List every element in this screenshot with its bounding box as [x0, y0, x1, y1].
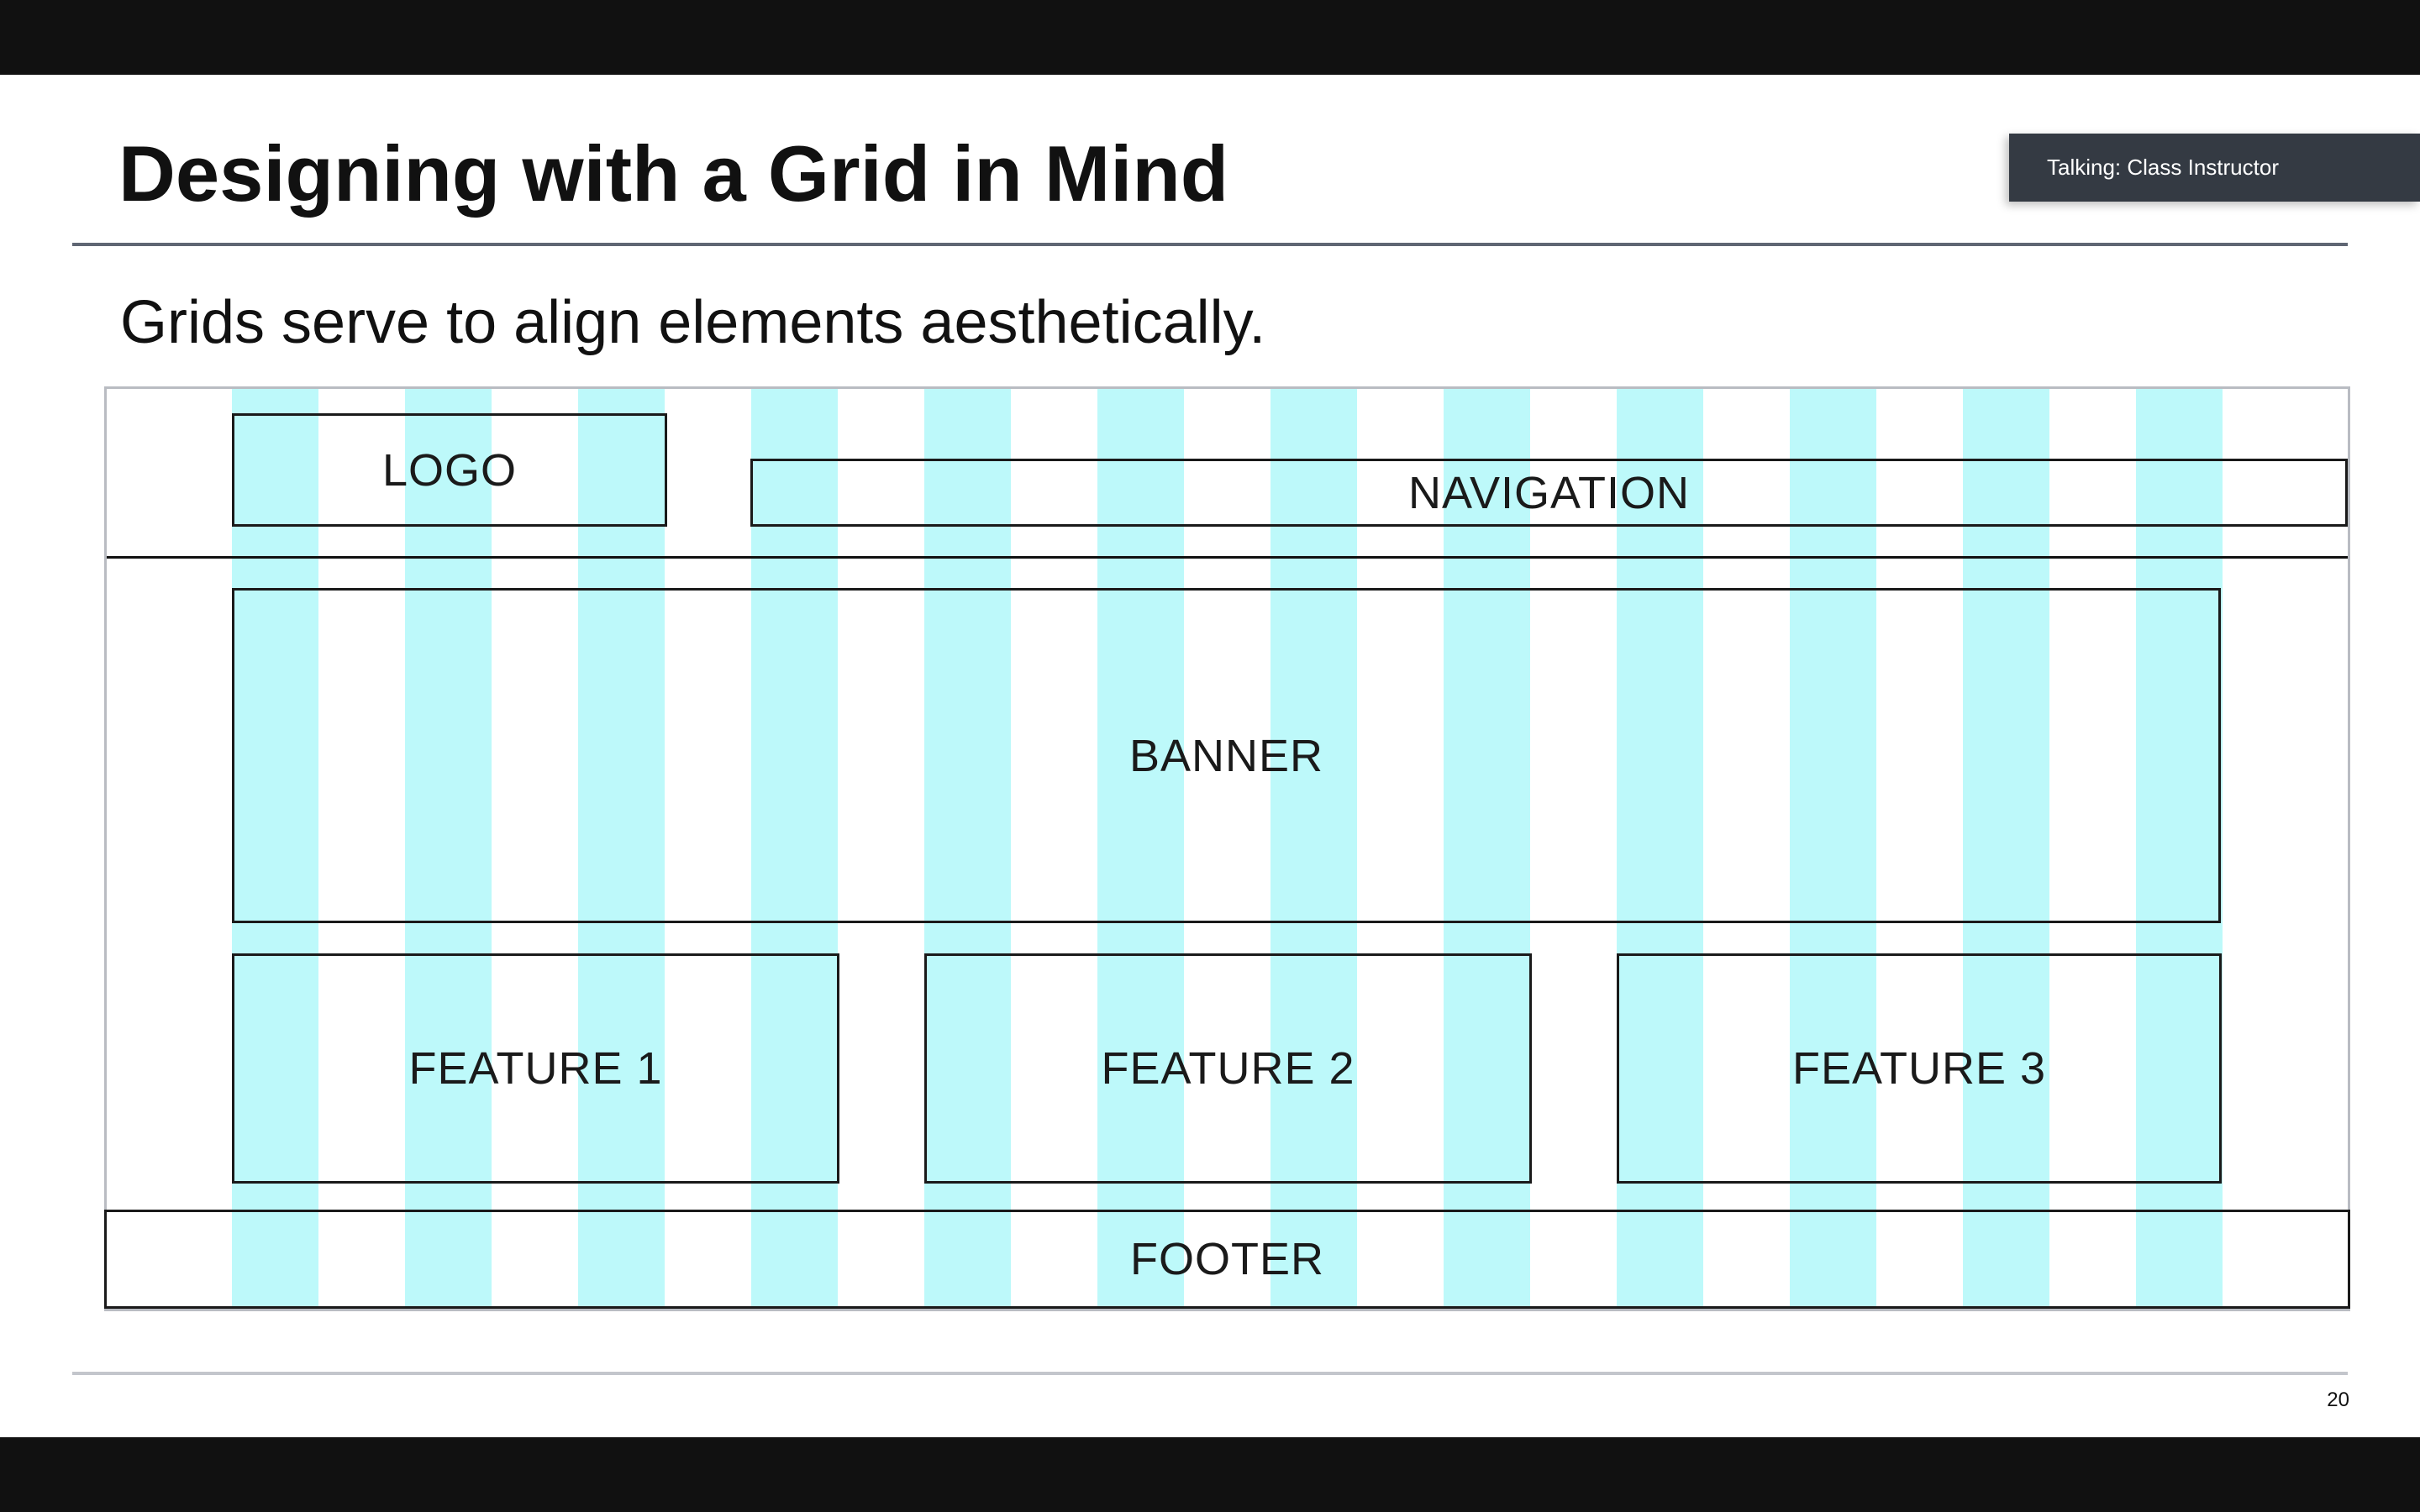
slide-subtitle: Grids serve to align elements aesthetica… — [120, 289, 1266, 356]
grid-column — [578, 389, 665, 1309]
grid-column — [1617, 389, 1703, 1309]
grid-column — [2136, 389, 2223, 1309]
feature-box: FEATURE 2 — [924, 953, 1532, 1184]
grid-wireframe: LOGO NAVIGATION BANNER FEATURE 1 FEATURE… — [104, 386, 2350, 1311]
grid-column — [1790, 389, 1876, 1309]
letterbox-bottom — [0, 1437, 2420, 1512]
logo-box: LOGO — [232, 413, 667, 527]
navigation-box: NAVIGATION — [750, 459, 2348, 527]
header-divider — [107, 556, 2348, 559]
slide-title: Designing with a Grid in Mind — [118, 129, 1229, 218]
letterbox-top — [0, 0, 2420, 75]
grid-column — [924, 389, 1011, 1309]
grid-column — [1444, 389, 1530, 1309]
title-divider — [72, 243, 2348, 246]
logo-label: LOGO — [381, 444, 518, 496]
talking-indicator: Talking: Class Instructor — [2009, 134, 2420, 202]
feature-label: FEATURE 2 — [1101, 1043, 1355, 1094]
footer-divider — [72, 1372, 2348, 1375]
feature-box: FEATURE 1 — [232, 953, 839, 1184]
footer-box: FOOTER — [104, 1210, 2350, 1309]
navigation-label: NAVIGATION — [1407, 467, 1691, 518]
grid-column — [1963, 389, 2049, 1309]
grid-column — [1270, 389, 1357, 1309]
feature-label: FEATURE 1 — [408, 1043, 663, 1094]
grid-column — [751, 389, 838, 1309]
page-number: 20 — [2327, 1389, 2349, 1411]
presentation-slide: Designing with a Grid in Mind Grids serv… — [0, 75, 2420, 1437]
feature-label: FEATURE 3 — [1791, 1043, 2047, 1094]
talking-indicator-label: Talking: Class Instructor — [2047, 155, 2279, 180]
banner-label: BANNER — [1128, 730, 1324, 781]
grid-column — [405, 389, 492, 1309]
feature-box: FEATURE 3 — [1617, 953, 2222, 1184]
grid-column — [232, 389, 318, 1309]
footer-label: FOOTER — [1130, 1234, 1324, 1284]
banner-box: BANNER — [232, 588, 2221, 923]
grid-column — [1097, 389, 1184, 1309]
